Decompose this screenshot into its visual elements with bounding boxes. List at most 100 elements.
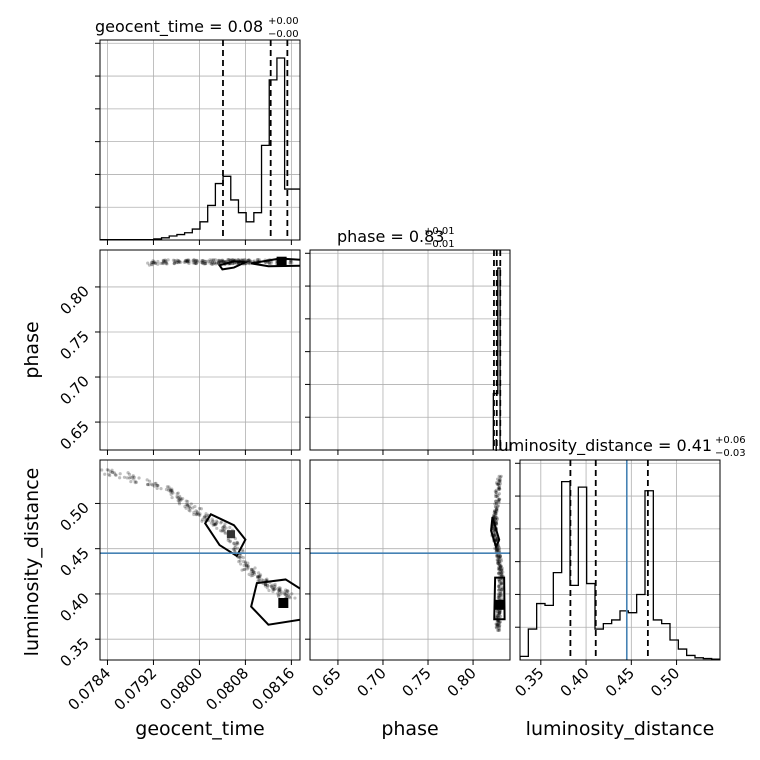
- sample-point: [497, 591, 501, 596]
- sample-point: [494, 538, 499, 542]
- title-luminosity-distance-sub: −0.03: [715, 448, 746, 459]
- sample-point: [200, 261, 205, 265]
- sample-point: [496, 593, 501, 597]
- sample-point: [499, 571, 503, 575]
- sample-point: [241, 258, 245, 262]
- sample-point: [496, 493, 500, 497]
- sample-point: [131, 477, 135, 481]
- sample-point: [221, 259, 225, 263]
- sample-point: [496, 555, 501, 559]
- sample-point: [194, 512, 199, 516]
- sample-point: [284, 593, 288, 597]
- sample-point: [496, 611, 500, 615]
- sample-point: [251, 567, 255, 572]
- sample-point: [184, 502, 188, 507]
- sample-point: [166, 488, 171, 492]
- sample-point: [165, 485, 170, 489]
- sample-point: [496, 482, 501, 486]
- sample-point: [500, 587, 504, 591]
- sample-point: [208, 261, 212, 265]
- sample-point: [494, 490, 498, 494]
- sample-point: [203, 514, 207, 518]
- sample-point: [499, 582, 503, 586]
- sample-point: [263, 584, 267, 588]
- sample-point: [179, 498, 183, 502]
- x-tick-label-geocent_time: 0.0808: [202, 664, 252, 714]
- sample-point: [217, 259, 221, 264]
- sample-point: [213, 522, 217, 526]
- sample-point: [177, 498, 181, 502]
- sample-point: [496, 566, 501, 571]
- sample-point: [189, 502, 193, 506]
- sample-point: [211, 519, 215, 523]
- sample-point: [257, 571, 261, 575]
- sample-point: [494, 494, 498, 499]
- sample-point: [497, 474, 501, 478]
- sample-point: [499, 592, 503, 596]
- x-axis-label-geocent-time: geocent_time: [135, 718, 264, 740]
- title-luminosity-distance-sup: +0.06: [715, 435, 746, 446]
- sample-point: [172, 261, 176, 266]
- sample-point: [214, 261, 218, 265]
- sample-point: [495, 504, 500, 509]
- sample-point: [498, 620, 502, 624]
- sample-point: [193, 259, 197, 263]
- sample-point: [164, 487, 169, 492]
- sample-point: [496, 559, 501, 563]
- sample-point: [272, 588, 276, 592]
- sample-point: [258, 578, 262, 583]
- sample-point: [200, 518, 205, 522]
- sample-point: [185, 258, 190, 263]
- sample-point: [279, 589, 283, 593]
- sample-point: [210, 262, 214, 266]
- sample-point: [494, 538, 498, 542]
- sample-point: [134, 480, 139, 484]
- sample-point: [185, 259, 189, 264]
- sample-point: [280, 591, 284, 595]
- sample-point: [256, 575, 261, 579]
- sample-point: [155, 483, 160, 488]
- x-axis-label-luminosity-distance: luminosity_distance: [526, 718, 715, 740]
- sample-point: [238, 559, 242, 563]
- sample-point: [249, 568, 254, 572]
- sample-point: [235, 542, 239, 546]
- sample-point: [497, 498, 501, 502]
- sample-point: [500, 585, 504, 590]
- x-tick-label-phase: 0.80: [444, 664, 480, 700]
- sample-point: [187, 504, 191, 509]
- sample-point: [106, 468, 111, 472]
- sample-point: [176, 261, 180, 265]
- sample-point: [498, 610, 502, 614]
- sample-point: [492, 513, 496, 517]
- sample-point: [168, 488, 172, 492]
- sample-point: [176, 259, 180, 263]
- sample-point: [195, 511, 200, 515]
- sample-point: [155, 483, 159, 487]
- sample-point: [166, 258, 170, 262]
- sample-point: [265, 586, 269, 590]
- sample-point: [497, 479, 501, 483]
- sample-point: [203, 259, 207, 264]
- sample-point: [226, 258, 230, 262]
- contour-geocent-phase-1: [217, 260, 250, 271]
- sample-point: [496, 482, 500, 487]
- sample-point: [176, 491, 180, 495]
- sample-point: [239, 554, 243, 559]
- sample-point: [201, 258, 205, 263]
- sample-point: [497, 595, 501, 599]
- sample-point: [499, 571, 503, 575]
- sample-point: [211, 523, 215, 527]
- sample-point: [499, 588, 504, 592]
- sample-point: [496, 623, 501, 627]
- sample-point: [495, 609, 499, 613]
- sample-point: [151, 261, 155, 265]
- sample-point: [203, 261, 207, 266]
- sample-point: [127, 472, 132, 476]
- sample-point: [216, 260, 221, 265]
- sample-point: [499, 565, 503, 569]
- sample-point: [228, 540, 232, 544]
- sample-point: [285, 591, 289, 595]
- sample-point: [498, 569, 503, 574]
- sample-point: [218, 258, 222, 262]
- sample-point: [191, 261, 195, 265]
